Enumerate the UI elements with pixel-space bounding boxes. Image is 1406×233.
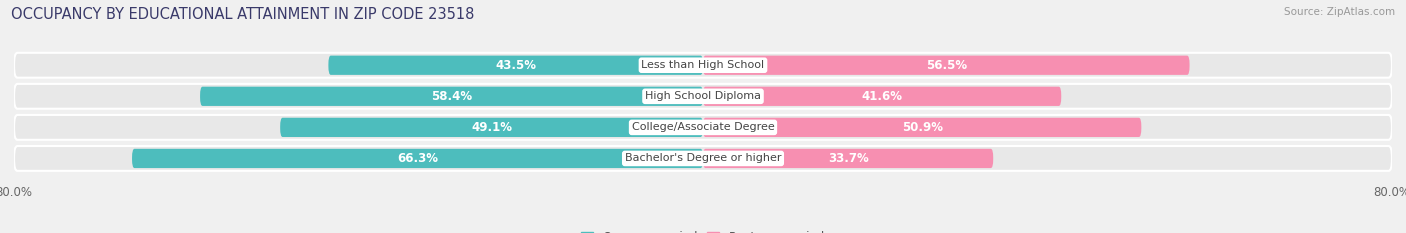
FancyBboxPatch shape xyxy=(703,56,1189,75)
Text: 50.9%: 50.9% xyxy=(901,121,942,134)
Text: 66.3%: 66.3% xyxy=(396,152,439,165)
Legend: Owner-occupied, Renter-occupied: Owner-occupied, Renter-occupied xyxy=(576,226,830,233)
FancyBboxPatch shape xyxy=(14,84,1392,109)
Text: 58.4%: 58.4% xyxy=(432,90,472,103)
Text: 33.7%: 33.7% xyxy=(828,152,869,165)
FancyBboxPatch shape xyxy=(703,118,1142,137)
FancyBboxPatch shape xyxy=(14,146,1392,171)
Text: Source: ZipAtlas.com: Source: ZipAtlas.com xyxy=(1284,7,1395,17)
Text: College/Associate Degree: College/Associate Degree xyxy=(631,122,775,132)
Text: 49.1%: 49.1% xyxy=(471,121,512,134)
Text: Bachelor's Degree or higher: Bachelor's Degree or higher xyxy=(624,154,782,163)
Text: OCCUPANCY BY EDUCATIONAL ATTAINMENT IN ZIP CODE 23518: OCCUPANCY BY EDUCATIONAL ATTAINMENT IN Z… xyxy=(11,7,475,22)
Text: Less than High School: Less than High School xyxy=(641,60,765,70)
Text: High School Diploma: High School Diploma xyxy=(645,91,761,101)
FancyBboxPatch shape xyxy=(14,115,1392,140)
Text: 43.5%: 43.5% xyxy=(495,59,536,72)
Text: 41.6%: 41.6% xyxy=(862,90,903,103)
FancyBboxPatch shape xyxy=(329,56,703,75)
FancyBboxPatch shape xyxy=(703,87,1062,106)
FancyBboxPatch shape xyxy=(280,118,703,137)
Text: 56.5%: 56.5% xyxy=(925,59,967,72)
FancyBboxPatch shape xyxy=(703,149,993,168)
FancyBboxPatch shape xyxy=(14,53,1392,78)
FancyBboxPatch shape xyxy=(200,87,703,106)
FancyBboxPatch shape xyxy=(132,149,703,168)
